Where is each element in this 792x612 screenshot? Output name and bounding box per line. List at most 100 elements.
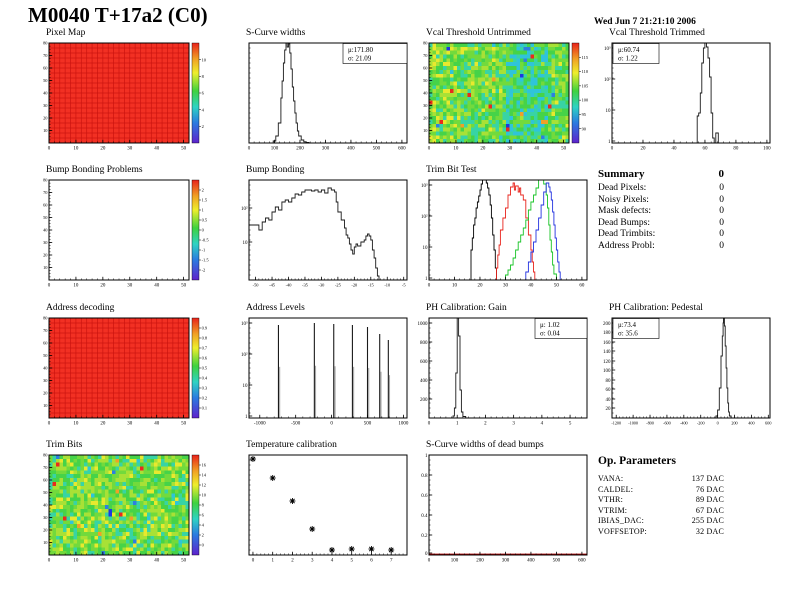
- svg-text:2: 2: [202, 188, 204, 193]
- svg-text:-50: -50: [253, 283, 260, 288]
- op-parameters-panel: Op. Parameters VANA: 137 DAC CALDEL: 76 DA…: [598, 455, 788, 537]
- summary-row-value: 0: [719, 206, 724, 216]
- address-levels-plot: -1000 -500 0 500 1000 1 10 10² 10³: [241, 317, 409, 427]
- svg-text:10: 10: [73, 422, 79, 427]
- svg-text:-40: -40: [286, 283, 293, 288]
- svg-text:10: 10: [43, 265, 48, 270]
- svg-text:3: 3: [512, 422, 515, 427]
- trim-bit-test-plot: 0 10 20 30 40 50 60 1 10 10² 10³: [421, 179, 588, 289]
- scurve-widths-dead-bumps-plot: 0 100 200 300 400 500 600 0 0.2 0.4 0.6 0.8 1: [421, 454, 588, 564]
- svg-text:50: 50: [423, 78, 428, 83]
- svg-text:40: 40: [154, 147, 160, 152]
- op-parameter-label: IBIAS_DAC:: [598, 516, 645, 525]
- svg-text:400: 400: [347, 147, 355, 152]
- svg-text:500: 500: [373, 147, 381, 152]
- svg-text:2: 2: [484, 422, 487, 427]
- chart-title: Pixel Map: [46, 28, 86, 38]
- svg-text:70: 70: [423, 53, 428, 58]
- svg-text:0: 0: [611, 147, 614, 152]
- svg-text:200: 200: [731, 421, 737, 426]
- svg-text:0.1: 0.1: [202, 406, 208, 411]
- op-parameter-row: VANA: 137 DAC: [598, 474, 724, 485]
- svg-text:10: 10: [453, 147, 459, 152]
- svg-text:-20: -20: [351, 283, 358, 288]
- svg-text:80: 80: [606, 379, 612, 384]
- svg-text:80: 80: [43, 41, 48, 46]
- svg-text:1: 1: [608, 140, 611, 145]
- svg-text:-200: -200: [697, 421, 705, 426]
- svg-text:10: 10: [423, 246, 429, 251]
- scurve-widths-plot: 0 100 200 300 400 500 600 μ:171.80σ: 21.09: [248, 42, 408, 152]
- svg-text:300: 300: [502, 559, 510, 564]
- svg-text:100: 100: [603, 369, 611, 374]
- svg-text:μ:73.4: μ:73.4: [618, 321, 636, 329]
- summary-row: Mask defects: 0: [598, 206, 724, 218]
- svg-text:-25: -25: [335, 283, 342, 288]
- chart-title: S-Curve widths: [246, 28, 306, 38]
- svg-text:70: 70: [43, 328, 48, 333]
- svg-text:-1000: -1000: [628, 421, 638, 426]
- svg-text:3: 3: [311, 559, 314, 564]
- vcal-threshold-untrimmed-plot: 0 10 20 30 40 50 10 20 30 40 50 60 70 80 115 110 105 100 9…: [423, 41, 589, 152]
- summary-row-value: 0: [719, 217, 724, 228]
- op-parameter-value: 89 DAC: [695, 495, 724, 504]
- svg-text:1: 1: [425, 277, 428, 282]
- svg-text:80: 80: [733, 147, 739, 152]
- svg-text:30: 30: [127, 422, 132, 427]
- svg-text:200: 200: [420, 398, 428, 403]
- svg-text:200: 200: [296, 147, 304, 152]
- svg-text:10: 10: [43, 403, 48, 408]
- temperature-calibration-panel: Temperature calibration 0 1 2 3 4 5 6 7: [233, 440, 423, 572]
- svg-text:1000: 1000: [418, 322, 429, 327]
- svg-text:-35: -35: [302, 283, 309, 288]
- svg-text:20: 20: [43, 116, 48, 121]
- svg-text:10: 10: [243, 384, 249, 389]
- svg-text:-400: -400: [680, 421, 688, 426]
- chart-title: Trim Bits: [46, 440, 83, 450]
- svg-text:10: 10: [202, 493, 207, 498]
- summary-row: Noisy Pixels: 0: [598, 195, 724, 207]
- svg-text:100: 100: [271, 147, 279, 152]
- svg-text:μ: 1.02: μ: 1.02: [540, 321, 560, 329]
- pixel-map-plot: 0 10 20 30 40 50 10 20 30 40 50 60 70 80 10 8 6 4 2: [43, 41, 207, 152]
- svg-text:30: 30: [503, 284, 509, 289]
- svg-text:-1: -1: [202, 248, 206, 253]
- svg-text:60: 60: [43, 66, 48, 71]
- summary-title: Summary: [598, 168, 645, 180]
- svg-text:-1200: -1200: [611, 421, 621, 426]
- svg-text:4: 4: [331, 559, 334, 564]
- trim-bit-test-panel: Trim Bit Test 0 10 20 30 40 50 60 1 10 10² 10³: [413, 165, 603, 297]
- svg-text:95: 95: [582, 112, 587, 117]
- bump-bonding-panel: Bump Bonding -50 -45 -40 -35 -30 -25 -20 -15 -10-…: [233, 165, 423, 297]
- svg-text:50: 50: [43, 78, 48, 83]
- svg-text:80: 80: [423, 41, 428, 46]
- svg-text:-500: -500: [291, 422, 301, 427]
- svg-text:0: 0: [252, 559, 255, 564]
- summary-row-value: 0: [719, 240, 724, 251]
- svg-text:-15: -15: [368, 283, 375, 288]
- svg-text:0.8: 0.8: [421, 474, 428, 479]
- svg-text:120: 120: [603, 360, 611, 365]
- svg-text:6: 6: [202, 513, 205, 518]
- svg-text:10: 10: [423, 128, 428, 133]
- svg-text:500: 500: [553, 559, 561, 564]
- svg-text:8: 8: [202, 74, 205, 79]
- svg-text:6: 6: [202, 91, 205, 96]
- svg-text:600: 600: [765, 421, 771, 426]
- svg-text:100: 100: [763, 147, 771, 152]
- chart-title: Vcal Threshold Trimmed: [609, 28, 705, 38]
- svg-text:-1000: -1000: [254, 422, 266, 427]
- svg-text:0.3: 0.3: [202, 386, 208, 391]
- svg-text:140: 140: [603, 350, 611, 355]
- svg-text:80: 80: [43, 178, 48, 183]
- vcal-threshold-trimmed-panel: Vcal Threshold Trimmed 0 20 40 60 80 100 1 10 10²…: [596, 28, 786, 160]
- summary-row: Address Probl: 0: [598, 241, 724, 253]
- svg-text:60: 60: [43, 478, 48, 483]
- svg-text:1: 1: [425, 454, 428, 459]
- svg-text:14: 14: [202, 473, 207, 478]
- chart-title: S-Curve widths of dead bumps: [426, 440, 544, 450]
- svg-text:0.6: 0.6: [421, 494, 428, 499]
- svg-text:300: 300: [322, 147, 330, 152]
- op-parameter-value: 255 DAC: [691, 516, 724, 525]
- svg-text:σ: 35.6: σ: 35.6: [618, 330, 638, 338]
